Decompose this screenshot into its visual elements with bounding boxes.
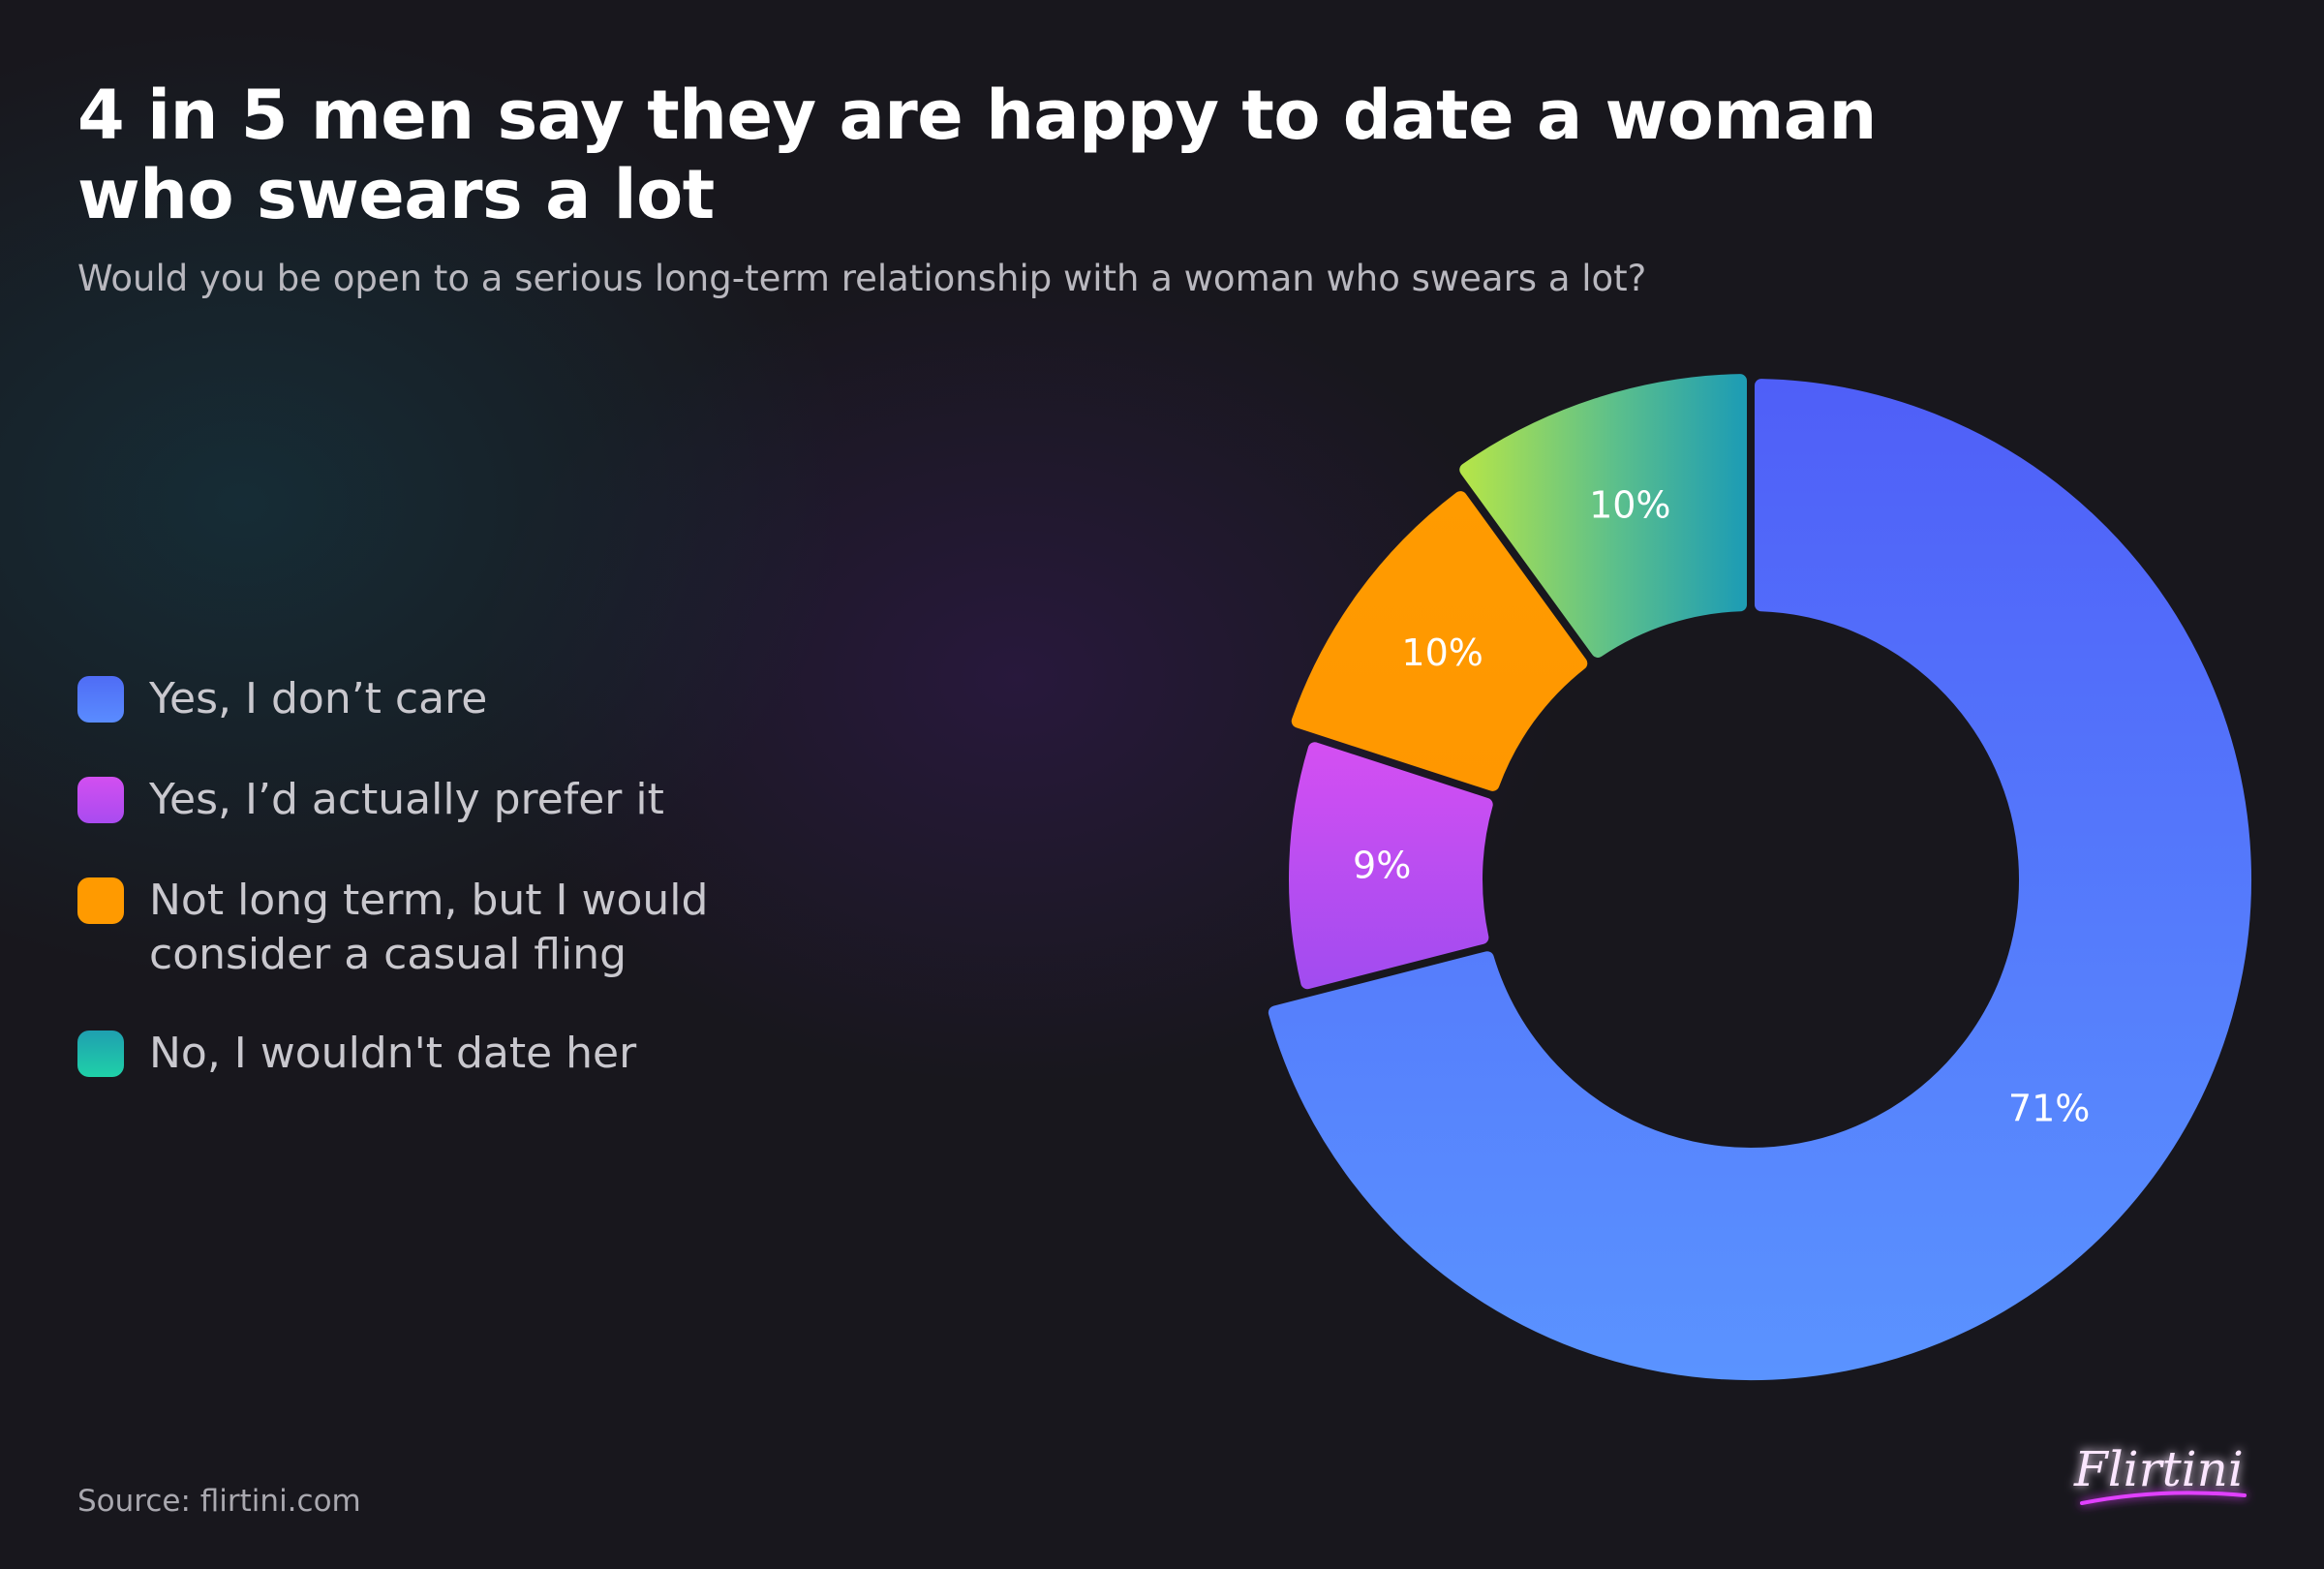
- slice-yes-dont-care: [1268, 379, 2251, 1380]
- chart-subtitle: Would you be open to a serious long-term…: [77, 258, 1647, 299]
- flirtini-logo: Flirtini: [2073, 1441, 2247, 1505]
- slice-yes-dont-care-label: 71%: [2008, 1088, 2090, 1130]
- legend-swatch-wouldnt-date: [77, 1031, 124, 1077]
- source-note: Source: flirtini.com: [77, 1484, 361, 1519]
- legend-label: Yes, I don’t care: [149, 674, 488, 723]
- chart-title: 4 in 5 men say they are happy to date a …: [77, 76, 1877, 234]
- slice-yes-prefer-label: 9%: [1353, 845, 1411, 887]
- slice-casual-fling-label: 10%: [1401, 631, 1483, 674]
- slice-wouldnt-date-label: 10%: [1589, 484, 1670, 527]
- slice-yes-prefer: [1289, 742, 1493, 990]
- slice-wouldnt-date: [1459, 374, 1747, 658]
- legend-item-yes-prefer: Yes, I’d actually prefer it: [77, 773, 794, 827]
- donut-slices: [1268, 374, 2251, 1380]
- legend-item-wouldnt-date: No, I wouldn't date her: [77, 1027, 794, 1081]
- legend-item-yes-dont-care: Yes, I don’t care: [77, 672, 794, 726]
- legend-swatch-yes-prefer: [77, 777, 124, 823]
- donut-labels: 71% 9% 10% 10%: [1353, 484, 2090, 1130]
- legend-label: Not long term, but I would consider a ca…: [149, 876, 709, 979]
- legend-label: Yes, I’d actually prefer it: [149, 775, 664, 824]
- slice-casual-fling: [1291, 491, 1588, 791]
- legend-swatch-casual-fling: [77, 877, 124, 924]
- legend-label: No, I wouldn't date her: [149, 1029, 637, 1078]
- legend-swatch-yes-dont-care: [77, 676, 124, 723]
- logo-wordmark: Flirtini: [2073, 1441, 2244, 1497]
- legend-item-casual-fling: Not long term, but I would consider a ca…: [77, 874, 794, 982]
